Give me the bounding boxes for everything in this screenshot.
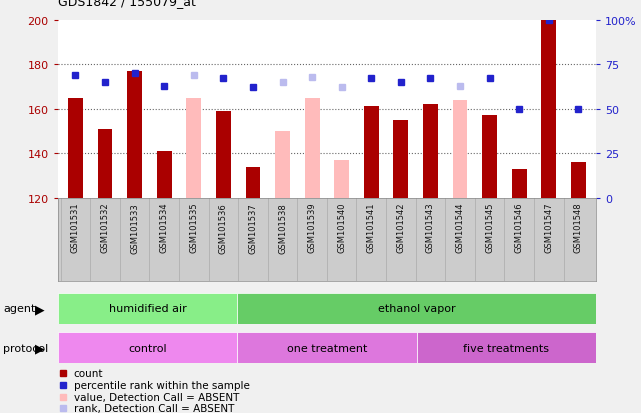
Bar xyxy=(187,98,201,198)
Text: GSM101548: GSM101548 xyxy=(574,202,583,253)
Text: GSM101545: GSM101545 xyxy=(485,202,494,253)
Bar xyxy=(275,132,290,198)
Text: GSM101543: GSM101543 xyxy=(426,202,435,253)
Text: GSM101538: GSM101538 xyxy=(278,202,287,253)
Bar xyxy=(417,332,596,363)
Bar xyxy=(542,21,556,198)
Text: agent: agent xyxy=(3,304,36,314)
Bar xyxy=(335,161,349,198)
Bar xyxy=(237,332,417,363)
Bar xyxy=(246,167,260,198)
Text: percentile rank within the sample: percentile rank within the sample xyxy=(74,380,250,390)
Text: GSM101535: GSM101535 xyxy=(189,202,198,253)
Bar xyxy=(97,129,112,198)
Text: GSM101541: GSM101541 xyxy=(367,202,376,253)
Bar xyxy=(571,163,586,198)
Bar xyxy=(512,169,527,198)
Text: GSM101533: GSM101533 xyxy=(130,202,139,253)
Text: GSM101544: GSM101544 xyxy=(456,202,465,253)
Bar xyxy=(394,121,408,198)
Bar xyxy=(423,105,438,198)
Text: ▶: ▶ xyxy=(35,302,45,315)
Text: ▶: ▶ xyxy=(35,342,45,354)
Bar xyxy=(216,112,231,198)
Bar xyxy=(58,293,237,324)
Text: GSM101540: GSM101540 xyxy=(337,202,346,253)
Text: value, Detection Call = ABSENT: value, Detection Call = ABSENT xyxy=(74,392,239,401)
Bar xyxy=(157,152,172,198)
Text: GSM101547: GSM101547 xyxy=(544,202,553,253)
Text: GSM101532: GSM101532 xyxy=(101,202,110,253)
Text: count: count xyxy=(74,368,103,378)
Bar xyxy=(237,293,596,324)
Text: humidified air: humidified air xyxy=(108,304,187,314)
Bar xyxy=(453,100,467,198)
Text: GSM101539: GSM101539 xyxy=(308,202,317,253)
Text: one treatment: one treatment xyxy=(287,343,367,353)
Bar xyxy=(127,72,142,198)
Text: five treatments: five treatments xyxy=(463,343,549,353)
Bar xyxy=(58,332,237,363)
Text: protocol: protocol xyxy=(3,343,49,353)
Text: GSM101534: GSM101534 xyxy=(160,202,169,253)
Text: GSM101536: GSM101536 xyxy=(219,202,228,253)
Text: GSM101531: GSM101531 xyxy=(71,202,80,253)
Text: GSM101546: GSM101546 xyxy=(515,202,524,253)
Text: control: control xyxy=(128,343,167,353)
Text: GSM101542: GSM101542 xyxy=(396,202,405,253)
Bar xyxy=(364,107,379,198)
Text: ethanol vapor: ethanol vapor xyxy=(378,304,456,314)
Bar xyxy=(304,98,319,198)
Text: GSM101537: GSM101537 xyxy=(249,202,258,253)
Bar xyxy=(482,116,497,198)
Bar xyxy=(68,98,83,198)
Text: rank, Detection Call = ABSENT: rank, Detection Call = ABSENT xyxy=(74,404,234,413)
Text: GDS1842 / 155079_at: GDS1842 / 155079_at xyxy=(58,0,196,8)
